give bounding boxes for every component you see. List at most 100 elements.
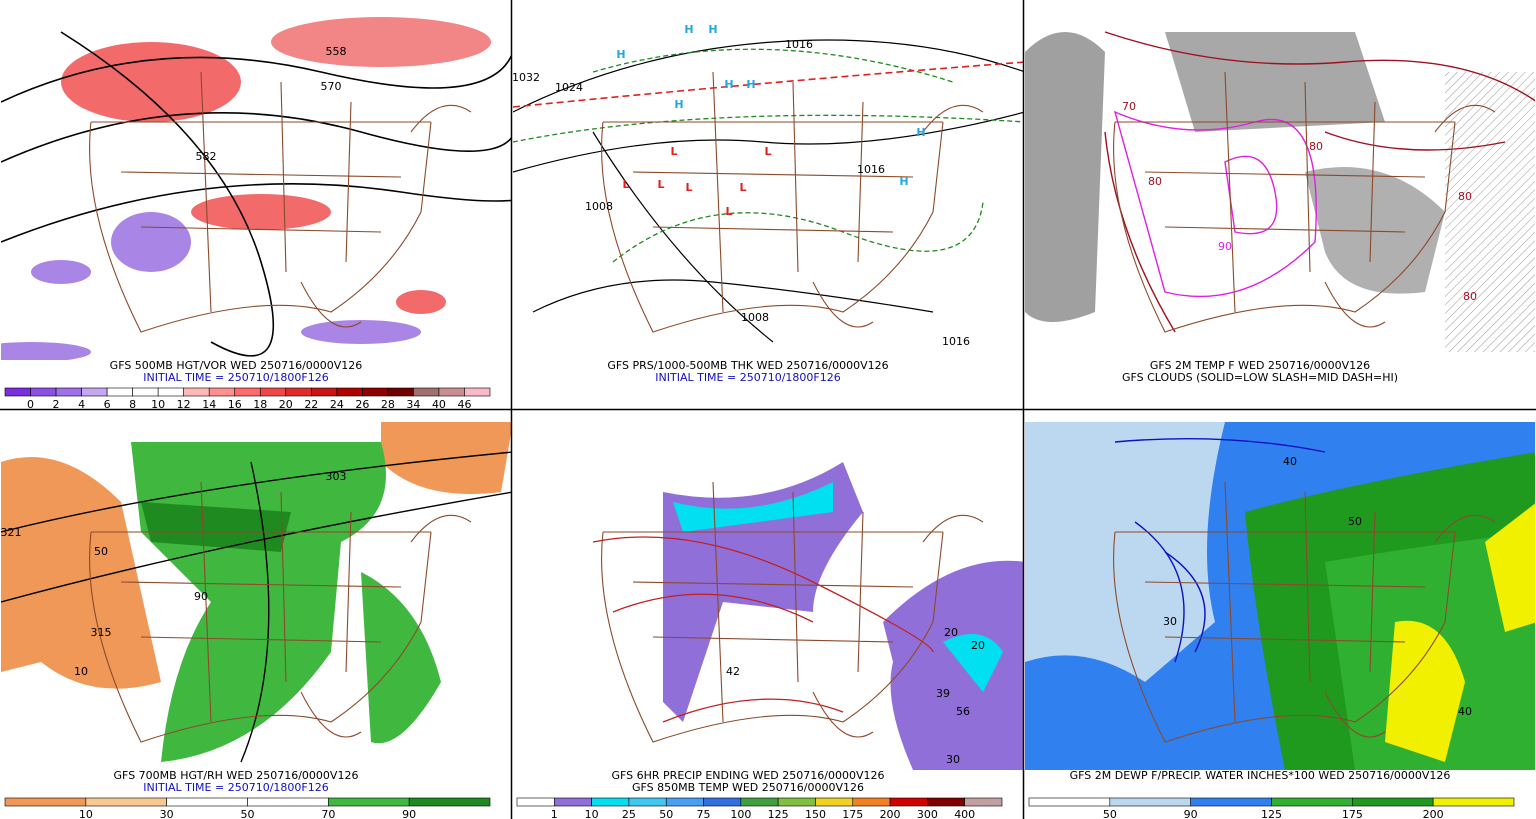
colorbar-swatch <box>815 797 854 807</box>
height-contour <box>1 112 511 163</box>
water-band <box>1385 620 1465 762</box>
colorbar-swatch <box>132 387 159 397</box>
map-label: L <box>764 145 771 158</box>
colorbar-swatch <box>516 797 555 807</box>
map-label: 40 <box>1283 455 1297 468</box>
colorbar-swatch <box>1352 797 1434 807</box>
colorbar-label: 12 <box>177 398 191 411</box>
boundary-line <box>89 71 432 333</box>
panel-caption: INITIAL TIME = 250710/1800F126 <box>143 781 328 794</box>
colorbar-swatch <box>628 797 667 807</box>
colorbar-swatch <box>328 797 410 807</box>
colorbar-swatch <box>106 387 133 397</box>
pressure-contour <box>592 131 774 343</box>
colorbar-swatch <box>964 797 1003 807</box>
colorbar-swatch <box>1432 797 1515 807</box>
thickness-contour <box>513 61 1023 108</box>
map-label: L <box>739 181 746 194</box>
colorbar-label: 6 <box>104 398 111 411</box>
colorbar-swatch <box>183 387 210 397</box>
boundary-line <box>812 514 984 738</box>
colorbar-label: 50 <box>1103 808 1117 819</box>
colorbar-label: 175 <box>1342 808 1363 819</box>
vorticity-area <box>111 212 191 272</box>
map-label: 39 <box>936 687 950 700</box>
map-label: 30 <box>1163 615 1177 628</box>
map-panel: 30 50 40 40 GFS 2M DEWP F/PRECIP. WATER INCH… <box>1025 422 1535 819</box>
moist-area <box>361 572 441 744</box>
map-label: 42 <box>726 665 740 678</box>
map-label: 30 <box>946 753 960 766</box>
colorbar-label: 125 <box>768 808 789 819</box>
colorbar-label: 22 <box>304 398 318 411</box>
colorbar-label: 90 <box>402 808 416 819</box>
map-label: 1016 <box>857 163 885 176</box>
map-label: H <box>724 78 733 91</box>
temp-contour <box>592 536 934 653</box>
map-label: H <box>674 98 683 111</box>
colorbar-label: 150 <box>805 808 826 819</box>
map-label: 10 <box>74 665 88 678</box>
vorticity-area <box>191 194 331 230</box>
colorbar-label: 300 <box>917 808 938 819</box>
temp-contour <box>1224 155 1278 235</box>
map-label: 1032 <box>512 71 540 84</box>
temp-contour <box>1104 131 1176 333</box>
colorbar-swatch <box>777 797 816 807</box>
map-label: L <box>670 145 677 158</box>
colorbar-label: 14 <box>202 398 216 411</box>
colorbar-label: 125 <box>1261 808 1282 819</box>
vorticity-area <box>31 260 91 284</box>
colorbar-label: 16 <box>228 398 242 411</box>
colorbar-swatch <box>166 797 248 807</box>
map-label: 1008 <box>585 200 613 213</box>
height-contour <box>240 461 270 763</box>
map-label: 20 <box>971 639 985 652</box>
colorbar-label: 200 <box>880 808 901 819</box>
colorbar-swatch <box>852 797 891 807</box>
colorbar-swatch <box>464 387 491 397</box>
colorbar-swatch <box>1271 797 1353 807</box>
colorbar-label: 20 <box>279 398 293 411</box>
thickness-contour <box>513 114 1023 143</box>
precip-area <box>673 482 833 532</box>
colorbar-swatch <box>1190 797 1272 807</box>
precip-area <box>943 634 1003 692</box>
colorbar-swatch <box>157 387 184 397</box>
colorbar-label: 100 <box>730 808 751 819</box>
panel-caption: INITIAL TIME = 250710/1800F126 <box>143 371 328 384</box>
colorbar-swatch <box>740 797 779 807</box>
panel-caption: GFS 6HR PRECIP ENDING WED 250716/0000V12… <box>612 769 885 782</box>
map-area: 20 20 39 56 30 42 <box>513 422 1023 770</box>
map-label: 90 <box>194 590 208 603</box>
height-contour <box>1 54 511 103</box>
map-label: 80 <box>1463 290 1477 303</box>
colorbar-swatch <box>927 797 965 807</box>
colorbar-label: 70 <box>321 808 335 819</box>
colorbar-label: 10 <box>585 808 599 819</box>
boundary-line <box>300 104 472 328</box>
vorticity-area <box>61 42 241 122</box>
map-label: 303 <box>326 470 347 483</box>
water-band <box>1485 503 1535 632</box>
map-label: 558 <box>326 45 347 58</box>
colorbar-swatch <box>30 387 57 397</box>
colorbar-swatch <box>234 387 261 397</box>
colorbar-label: 10 <box>151 398 165 411</box>
colorbar-label: 400 <box>954 808 975 819</box>
dry-area <box>381 422 511 494</box>
height-contour <box>60 31 275 357</box>
colorbar-swatch <box>336 387 363 397</box>
colorbar-label: 50 <box>659 808 673 819</box>
temp-contour <box>1324 131 1506 151</box>
map-panel: 558 570 582 GFS 500MB HGT/VOR WED 250716/00… <box>1 12 511 411</box>
map-label: H <box>684 23 693 36</box>
pressure-contour <box>513 111 1023 173</box>
colorbar-swatch <box>85 797 167 807</box>
height-contour <box>1 183 511 243</box>
map-panel: 321 315 50 90 10 303 GFS 700MB HGT/RH WED 2507… <box>1 422 511 819</box>
boundary-line <box>89 481 432 743</box>
colorbar-label: 1 <box>551 808 558 819</box>
water-band <box>1025 422 1225 682</box>
panel-caption: GFS 2M DEWP F/PRECIP. WATER INCHES*100 W… <box>1070 769 1451 782</box>
